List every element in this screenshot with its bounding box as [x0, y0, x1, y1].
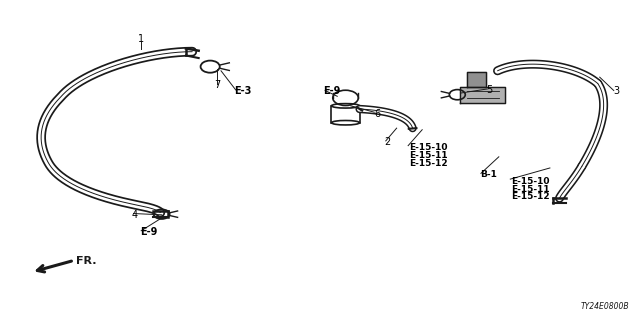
Text: 5: 5 [486, 85, 492, 95]
Polygon shape [467, 72, 486, 87]
Text: 7: 7 [214, 80, 221, 90]
Text: E-15-11: E-15-11 [410, 151, 448, 160]
Text: TY24E0800B: TY24E0800B [581, 302, 630, 311]
Text: B-1: B-1 [479, 170, 497, 179]
Text: 4: 4 [132, 210, 138, 220]
Text: E-9: E-9 [323, 86, 340, 97]
Text: E-15-10: E-15-10 [410, 143, 448, 152]
Text: E-15-11: E-15-11 [511, 185, 550, 194]
Text: 6: 6 [374, 109, 380, 119]
Text: E-3: E-3 [234, 86, 251, 97]
Text: E-15-12: E-15-12 [511, 192, 550, 202]
Text: E-15-10: E-15-10 [511, 177, 550, 186]
Text: FR.: FR. [76, 256, 97, 266]
Text: 2: 2 [384, 138, 390, 148]
Text: 3: 3 [614, 86, 620, 97]
Text: E-9: E-9 [140, 227, 157, 237]
Text: E-15-12: E-15-12 [410, 159, 448, 168]
Polygon shape [461, 87, 505, 103]
Text: 1: 1 [138, 34, 144, 44]
